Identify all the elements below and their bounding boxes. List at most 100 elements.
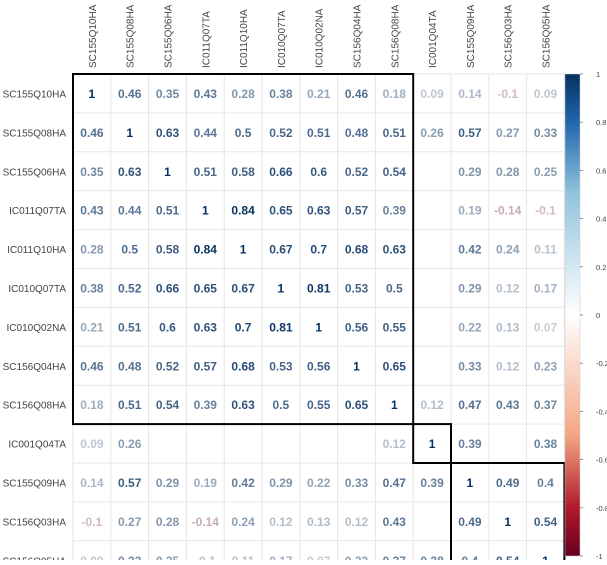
cell-value-label: 0.39 <box>383 204 407 218</box>
cell-value-label: 0.5 <box>121 243 138 257</box>
cell-value-label: 0.21 <box>80 320 104 334</box>
colorbar-tick-label: -0.6 <box>596 456 607 465</box>
cell-value-label: 0.63 <box>231 398 255 412</box>
cell-value-label: 0.81 <box>269 320 293 334</box>
row-label: SC156Q04HA <box>3 362 67 373</box>
cell-value-label: -0.14 <box>494 204 522 218</box>
column-label: SC156Q05HA <box>542 4 553 68</box>
cell-value-label: 0.84 <box>194 243 218 257</box>
cell-value-label: 0.09 <box>80 554 104 560</box>
cell-value-label: 0.33 <box>118 554 142 560</box>
cell-value-label: 0.68 <box>345 243 369 257</box>
cell-value-label: -0.1 <box>497 87 518 101</box>
colorbar-tick-label: 0.8 <box>596 118 606 127</box>
cell-value-label: 0.33 <box>534 126 558 140</box>
cell-value-label: 0.51 <box>307 126 331 140</box>
colorbar-tick-label: -0.2 <box>596 359 607 368</box>
cell-value-label: 0.18 <box>383 87 407 101</box>
cell-value-label: 0.21 <box>307 87 331 101</box>
cell-value-label: 1 <box>126 126 133 140</box>
cell-value-label: 0.63 <box>156 126 180 140</box>
colorbar-tick-label: -1 <box>596 552 603 560</box>
column-label: IC010Q07TA <box>277 10 288 68</box>
column-label: IC010Q02NA <box>315 8 326 68</box>
cell-value-label: 1 <box>391 398 398 412</box>
colorbar-tick-label: 0.4 <box>596 215 606 224</box>
cell-value-label: 0.24 <box>496 243 520 257</box>
cell-value-label: 0.57 <box>345 204 369 218</box>
cell-value-label: 0.44 <box>194 126 218 140</box>
cell-value-label: 1 <box>240 243 247 257</box>
cell-value-label: 0.46 <box>118 87 142 101</box>
cell-value-label: 0.66 <box>269 165 293 179</box>
cell-value-label: 0.28 <box>231 87 255 101</box>
cell-value-label: 0.11 <box>534 243 557 257</box>
cell-value-label: 1 <box>202 204 209 218</box>
cell-value-label: 0.53 <box>269 359 293 373</box>
colorbar-tick-label: -0.8 <box>596 504 607 513</box>
column-label: SC155Q06HA <box>164 4 175 68</box>
column-label: SC156Q03HA <box>504 4 515 68</box>
column-label: SC155Q10HA <box>88 4 99 68</box>
cell-value-label: 0.65 <box>269 204 293 218</box>
cell-value-label: -0.1 <box>82 515 103 529</box>
column-label: SC155Q08HA <box>126 4 137 68</box>
cell-value-label: 0.29 <box>269 476 293 490</box>
colorbar-tick-label: -0.4 <box>596 407 607 416</box>
cell-value-label: 0.42 <box>231 476 255 490</box>
cell-value-label: 0.13 <box>496 320 520 334</box>
row-label: SC155Q06HA <box>3 167 67 178</box>
cell-value-label: 0.53 <box>345 281 369 295</box>
cell-value-label: 0.12 <box>345 515 369 529</box>
cell-value-label: 0.07 <box>307 554 331 560</box>
column-label: IC011Q10HA <box>239 9 250 68</box>
cell-value-label: 0.09 <box>420 87 444 101</box>
cell-value-label: 0.43 <box>383 515 407 529</box>
cell-value-label: 0.58 <box>156 243 180 257</box>
cell-value-label: 0.39 <box>420 476 444 490</box>
cell-value-label: 0.44 <box>118 204 142 218</box>
cell-value-label: 1 <box>542 554 549 560</box>
cell-value-label: 0.12 <box>383 437 407 451</box>
cluster-box <box>72 73 415 426</box>
cell-value-label: 0.13 <box>307 515 331 529</box>
cell-value-label: 0.07 <box>534 320 558 334</box>
cell-value-label: 0.25 <box>534 165 558 179</box>
cell-value-label: 0.48 <box>345 126 369 140</box>
cell-value-label: 0.66 <box>156 281 180 295</box>
cell-value-label: 0.38 <box>80 281 104 295</box>
cell-value-label: 0.27 <box>496 126 520 140</box>
cell-value-label: 0.14 <box>458 87 482 101</box>
cell-value-label: 0.12 <box>420 398 444 412</box>
cell-value-label: 0.63 <box>118 165 142 179</box>
colorbar <box>564 73 581 557</box>
cell-value-label: 0.37 <box>534 398 558 412</box>
column-label: SC156Q04HA <box>353 4 364 68</box>
cell-value-label: 0.5 <box>386 281 403 295</box>
cell-value-label: 0.43 <box>496 398 520 412</box>
cell-value-label: 0.51 <box>156 204 180 218</box>
cell-value-label: -0.1 <box>535 204 556 218</box>
cell-value-label: 0.51 <box>118 320 142 334</box>
cluster-box <box>412 423 453 465</box>
cell-value-label: 1 <box>467 476 474 490</box>
cell-value-label: 0.28 <box>496 165 520 179</box>
cell-value-label: 0.48 <box>118 359 142 373</box>
cell-value-label: 0.17 <box>534 281 558 295</box>
cell-value-label: 0.22 <box>307 476 331 490</box>
cell-value-label: 0.28 <box>80 243 104 257</box>
cell-value-label: 0.57 <box>458 126 482 140</box>
cell-value-label: 0.6 <box>310 165 327 179</box>
cell-value-label: 0.11 <box>232 554 255 560</box>
cell-value-label: 1 <box>353 359 360 373</box>
cell-value-label: 0.46 <box>80 359 104 373</box>
cell-value-label: 0.18 <box>80 398 104 412</box>
row-label: SC155Q09HA <box>3 478 67 489</box>
cell-value-label: 0.56 <box>345 320 369 334</box>
colorbar-tick-label: 0.2 <box>596 263 606 272</box>
cell-value-label: 0.63 <box>383 243 407 257</box>
cell-value-label: 0.57 <box>194 359 218 373</box>
cell-value-label: 0.52 <box>269 126 293 140</box>
cell-value-label: 0.55 <box>383 320 407 334</box>
cell-value-label: 0.17 <box>269 554 293 560</box>
